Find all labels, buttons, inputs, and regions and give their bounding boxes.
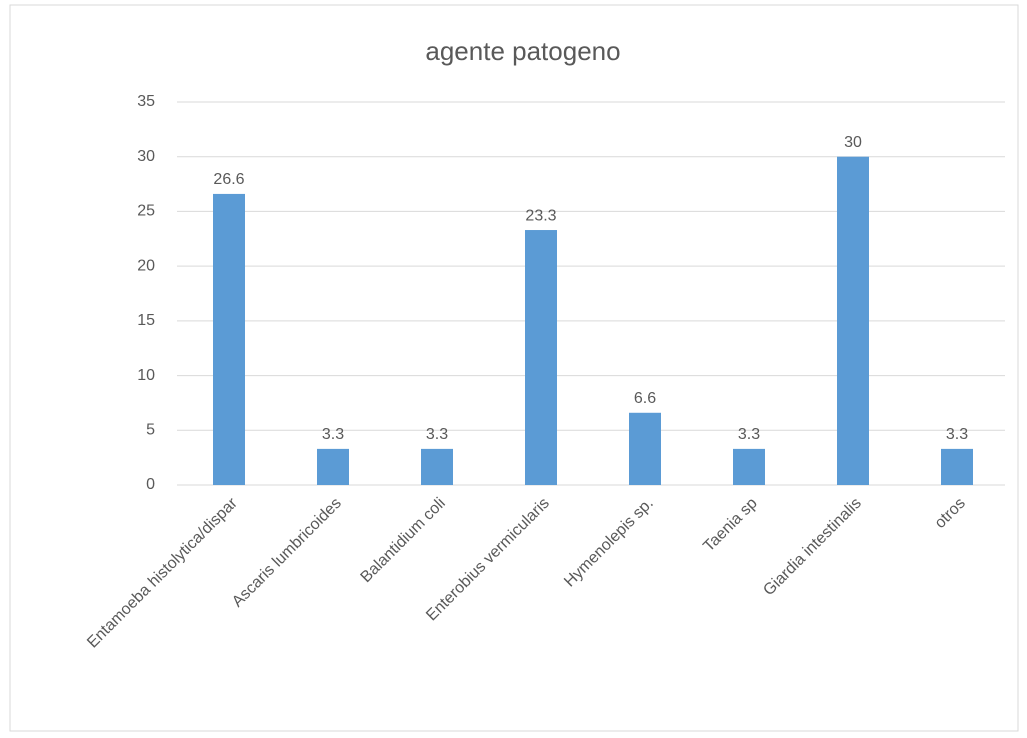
chart-title: agente patogeno — [425, 36, 620, 66]
data-label: 30 — [844, 134, 862, 151]
bar — [213, 193, 245, 486]
y-tick-label: 30 — [137, 148, 155, 165]
data-label: 23.3 — [525, 207, 556, 224]
bar — [525, 230, 557, 485]
y-tick-label: 35 — [137, 93, 155, 110]
data-label: 26.6 — [213, 171, 244, 188]
y-tick-label: 10 — [137, 367, 155, 384]
data-label: 3.3 — [426, 426, 448, 443]
bar — [629, 412, 661, 485]
bar — [837, 156, 869, 485]
bar — [317, 448, 349, 485]
data-label: 3.3 — [322, 426, 344, 443]
bar — [941, 448, 973, 485]
bar — [733, 448, 765, 485]
bar — [421, 448, 453, 485]
y-tick-label: 20 — [137, 257, 155, 274]
y-tick-label: 15 — [137, 312, 155, 329]
y-tick-label: 0 — [146, 476, 155, 493]
data-label: 6.6 — [634, 390, 656, 407]
data-label: 3.3 — [946, 426, 968, 443]
data-label: 3.3 — [738, 426, 760, 443]
y-tick-label: 25 — [137, 203, 155, 220]
y-tick-label: 5 — [146, 422, 155, 439]
